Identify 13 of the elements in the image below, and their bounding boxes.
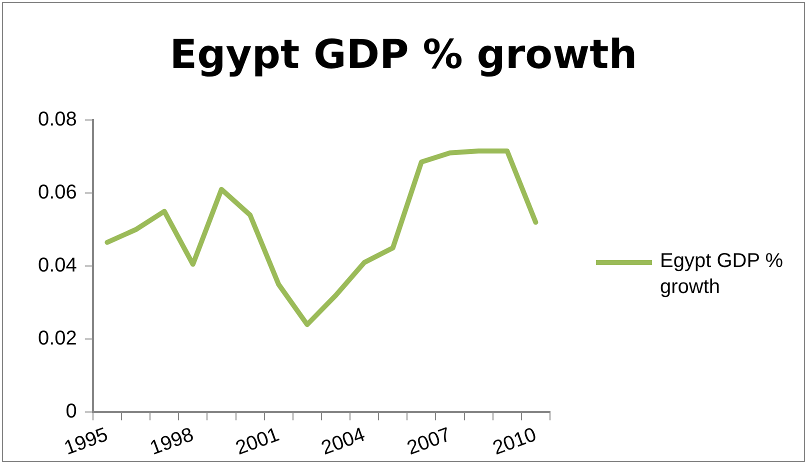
chart-title: Egypt GDP % growth — [168, 32, 638, 78]
y-tick-label: 0 — [66, 400, 77, 423]
y-tick-label: 0.06 — [38, 182, 77, 204]
x-tick-label: 1998 — [147, 424, 197, 460]
x-tick-label: 2001 — [232, 424, 282, 460]
legend-label: Egypt GDP % growth — [660, 249, 784, 300]
x-tick-label: 2007 — [404, 424, 454, 460]
y-tick-label: 0.04 — [38, 254, 77, 277]
x-tick-label: 2010 — [490, 424, 540, 460]
y-tick-label: 0.08 — [38, 108, 77, 131]
x-tick-label: 1995 — [61, 424, 111, 460]
x-tick-label: 2004 — [318, 424, 368, 460]
y-tick-label: 0.02 — [38, 328, 77, 350]
